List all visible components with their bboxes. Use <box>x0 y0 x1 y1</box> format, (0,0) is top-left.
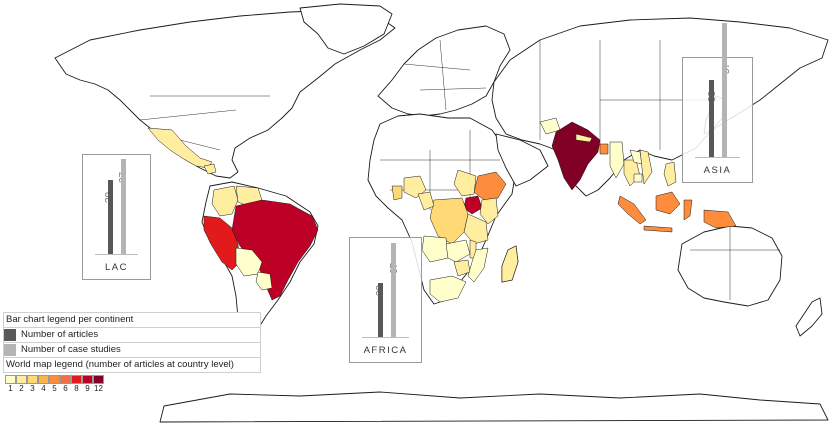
country-indonesia-borneo <box>655 191 681 215</box>
scale-swatch <box>5 375 16 384</box>
map-legend-title-text: World map legend (number of articles at … <box>6 359 234 370</box>
country-ghana <box>391 185 403 201</box>
country-paraguay <box>255 271 273 291</box>
asia-bar-chart: 33 57 ASIA <box>682 23 753 183</box>
lac-bar-chart: 29 37 LAC <box>82 154 151 280</box>
scale-label: 5 <box>52 384 57 393</box>
country-sudan <box>453 169 477 197</box>
greenland-landmass <box>299 3 393 55</box>
country-cambodia <box>633 173 643 183</box>
color-scale: 1 2 3 4 5 6 8 9 12 <box>3 375 261 394</box>
articles-legend-label: Number of articles <box>21 329 99 340</box>
country-guatemala <box>203 163 217 175</box>
country-peru <box>203 215 241 271</box>
country-borders <box>139 39 780 300</box>
scale-swatch <box>60 375 71 384</box>
africa-label: AFRICA <box>363 345 408 356</box>
scale-step-12: 12 <box>93 375 104 394</box>
country-indonesia-sumatra <box>617 195 647 225</box>
country-myanmar <box>609 141 625 179</box>
country-kenya <box>479 197 499 225</box>
scale-label: 1 <box>8 384 13 393</box>
scale-step-6: 6 <box>60 375 71 394</box>
scale-label: 8 <box>74 384 79 393</box>
country-mozambique <box>467 247 489 283</box>
scale-label: 12 <box>94 384 103 393</box>
country-zambia <box>445 239 471 263</box>
scale-step-9: 9 <box>82 375 93 394</box>
country-angola <box>421 235 449 263</box>
scale-label: 6 <box>63 384 68 393</box>
bar-legend-title: Bar chart legend per continent <box>3 312 261 328</box>
country-bangladesh <box>599 143 609 155</box>
country-indonesia-java <box>643 225 673 233</box>
scale-swatch <box>82 375 93 384</box>
scale-step-2: 2 <box>16 375 27 394</box>
scale-swatch <box>16 375 27 384</box>
country-indonesia-sulawesi <box>683 199 693 221</box>
scale-label: 2 <box>19 384 24 393</box>
country-colombia <box>211 185 239 217</box>
country-cameroon <box>417 191 435 211</box>
scale-swatch <box>49 375 60 384</box>
scale-label: 4 <box>41 384 46 393</box>
scale-step-8: 8 <box>71 375 82 394</box>
articles-swatch <box>4 329 16 341</box>
africa-bar-chart: 39 67 AFRICA <box>349 237 422 363</box>
scale-label: 3 <box>30 384 35 393</box>
country-vietnam <box>639 149 653 185</box>
scale-step-1: 1 <box>5 375 16 394</box>
africa-case-bar <box>391 243 396 338</box>
bar-legend-case: Number of case studies <box>3 343 261 358</box>
scale-swatch <box>38 375 49 384</box>
scale-swatch <box>27 375 38 384</box>
country-philippines <box>663 161 677 187</box>
map-legend: Bar chart legend per continent Number of… <box>3 312 261 394</box>
country-drc <box>429 197 469 245</box>
asia-articles-bar <box>709 80 714 158</box>
country-nepal <box>575 133 593 143</box>
scale-swatch <box>71 375 82 384</box>
bar-legend-articles: Number of articles <box>3 328 261 343</box>
map-legend-title: World map legend (number of articles at … <box>3 358 261 373</box>
country-south-africa <box>429 275 467 303</box>
lac-articles-bar <box>108 180 113 255</box>
country-papua-new-guinea <box>703 209 737 229</box>
europe-landmass <box>377 25 511 117</box>
scale-step-4: 4 <box>38 375 49 394</box>
bar-legend-title-text: Bar chart legend per continent <box>6 314 134 325</box>
arabia-landmass <box>495 133 549 187</box>
scale-swatch <box>93 375 104 384</box>
scale-step-5: 5 <box>49 375 60 394</box>
antarctica-landmass <box>159 391 829 423</box>
case-legend-label: Number of case studies <box>21 344 121 355</box>
africa-articles-bar <box>378 283 383 338</box>
asia-label: ASIA <box>703 165 732 176</box>
scale-label: 9 <box>85 384 90 393</box>
choropleth-countries <box>147 117 737 303</box>
lac-case-bar <box>121 159 126 255</box>
country-madagascar <box>501 245 519 283</box>
asia-case-bar <box>722 23 727 158</box>
scale-step-3: 3 <box>27 375 38 394</box>
lac-label: LAC <box>105 262 128 273</box>
new-zealand-landmass <box>795 297 823 337</box>
case-swatch <box>4 344 16 356</box>
